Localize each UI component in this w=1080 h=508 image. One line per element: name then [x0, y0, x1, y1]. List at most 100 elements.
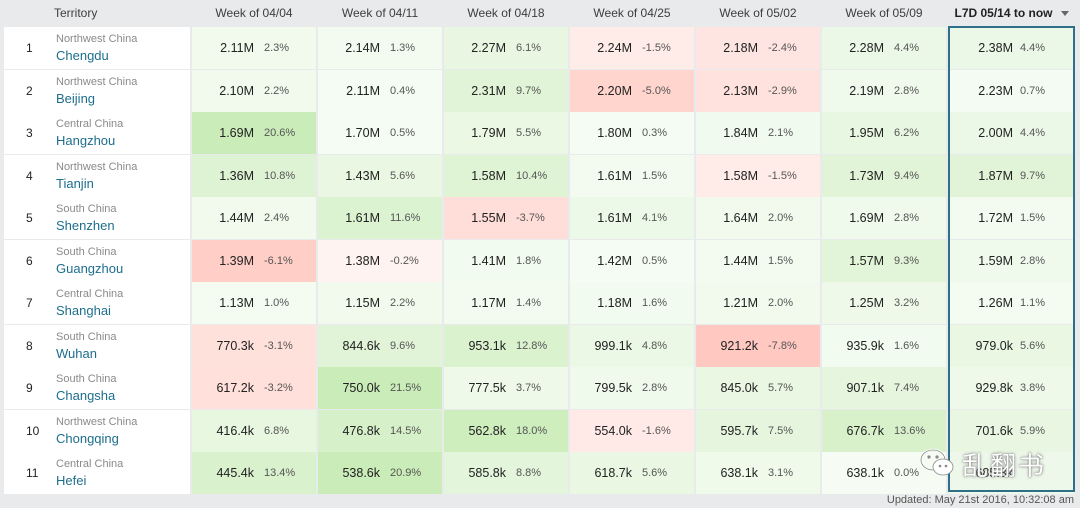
- l7d-cell: 979.0k 5.6%: [948, 324, 1075, 367]
- metric-value: 1.17M: [471, 296, 506, 310]
- l7d-cell: 929.8k 3.8%: [948, 367, 1075, 409]
- city-link[interactable]: Guangzhou: [56, 260, 124, 276]
- table-row[interactable]: 7 Central China Shanghai 1.13M 1.0% 1.15M 2.2%…: [0, 282, 1080, 324]
- percent-change: 12.8%: [516, 339, 548, 352]
- metric-value: 1.69M: [849, 211, 884, 225]
- percent-change: 4.4%: [1020, 127, 1046, 139]
- table-row[interactable]: 5 South China Shenzhen 1.44M 2.4% 1.61M 11.6% 1…: [0, 197, 1080, 239]
- metric-value: 2.14M: [345, 41, 380, 55]
- metric-value: 1.58M: [723, 168, 758, 183]
- metric-value: 2.11M: [220, 41, 254, 55]
- territory-cell: Central China Hangzhou: [54, 112, 190, 154]
- region-label: Central China: [56, 288, 124, 300]
- table-row[interactable]: 11 Central China Hefei 445.4k 13.4% 538.6k 20.…: [0, 452, 1080, 494]
- percent-change: 10.4%: [516, 169, 548, 182]
- week-cell: 844.6k 9.6%: [318, 324, 442, 367]
- city-link[interactable]: Beijing: [56, 90, 96, 106]
- header-week-2[interactable]: Week of 04/11: [341, 6, 419, 20]
- header-week-5[interactable]: Week of 05/02: [719, 6, 797, 20]
- city-link[interactable]: Hefei: [56, 473, 87, 488]
- percent-change: 1.3%: [390, 42, 416, 54]
- week-cell: 1.57M 9.3%: [822, 239, 946, 282]
- metric-value: 701.6k: [975, 423, 1013, 438]
- city-link[interactable]: Shenzhen: [56, 218, 115, 233]
- percent-change: 2.2%: [390, 297, 416, 309]
- table-header: Territory Week of 04/04 Week of 04/11 We…: [0, 0, 1080, 26]
- week-cell: 1.61M 4.1%: [570, 197, 694, 239]
- metric-value: 1.25M: [849, 296, 884, 310]
- rank-number: 10: [4, 409, 54, 452]
- percent-change: 9.6%: [390, 339, 416, 352]
- table-row[interactable]: 8 South China Wuhan 770.3k -3.1% 844.6k 9.6% 95…: [0, 324, 1080, 367]
- week-cell: 638.1k 0.0%: [822, 452, 946, 494]
- table-row[interactable]: 1 Northwest China Chengdu 2.11M 2.3% 2.14M 1.3…: [0, 27, 1080, 69]
- header-territory[interactable]: Territory: [54, 6, 98, 20]
- percent-change: 10.8%: [264, 169, 296, 182]
- week-cell: 1.58M 10.4%: [444, 154, 568, 197]
- percent-change: -1.5%: [642, 42, 671, 54]
- table-row[interactable]: 6 South China Guangzhou 1.39M -6.1% 1.38M -0.2…: [0, 239, 1080, 282]
- metric-value: 2.27M: [471, 41, 506, 55]
- city-link[interactable]: Changsha: [56, 388, 116, 403]
- percent-change: -1.5%: [768, 169, 797, 182]
- header-l7d[interactable]: L7D 05/14 to now: [948, 0, 1075, 26]
- percent-change: 5.6%: [642, 467, 668, 479]
- region-label: Central China: [56, 118, 124, 130]
- percent-change: -0.2%: [390, 254, 419, 267]
- rank-number: 3: [4, 112, 54, 154]
- table-row[interactable]: 10 Northwest China Chongqing 416.4k 6.8% 476.…: [0, 409, 1080, 452]
- percent-change: 1.6%: [642, 297, 668, 309]
- week-cell: 1.80M 0.3%: [570, 112, 694, 154]
- metric-value: 750.0k: [342, 381, 380, 395]
- percent-change: 0.3%: [642, 127, 668, 139]
- rank-number: 9: [4, 367, 54, 409]
- territory-cell: Northwest China Chengdu: [54, 27, 190, 69]
- territory-cell: South China Shenzhen: [54, 197, 190, 239]
- percent-change: 5.5%: [516, 127, 542, 139]
- city-link[interactable]: Chengdu: [56, 48, 109, 63]
- table-row[interactable]: 2 Northwest China Beijing 2.10M 2.2% 2.11M 0.4…: [0, 69, 1080, 112]
- percent-change: 21.5%: [390, 382, 422, 394]
- header-week-1[interactable]: Week of 04/04: [215, 6, 293, 20]
- week-cell: 2.11M 0.4%: [318, 69, 442, 112]
- metric-value: 1.59M: [978, 253, 1013, 268]
- sort-down-icon[interactable]: [1060, 11, 1069, 17]
- percent-change: -7.8%: [768, 339, 797, 352]
- metric-value: 2.10M: [219, 83, 254, 98]
- metric-value: 1.36M: [219, 168, 254, 183]
- metric-value: 999.1k: [594, 338, 632, 353]
- metric-value: 2.38M: [978, 41, 1013, 55]
- week-cell: 562.8k 18.0%: [444, 409, 568, 452]
- table-row[interactable]: 4 Northwest China Tianjin 1.36M 10.8% 1.43M 5.…: [0, 154, 1080, 197]
- header-week-3[interactable]: Week of 04/18: [467, 6, 545, 20]
- city-link[interactable]: Tianjin: [56, 175, 94, 191]
- percent-change: 11.6%: [390, 212, 421, 224]
- city-link[interactable]: Chongqing: [56, 430, 119, 446]
- percent-change: 1.5%: [1020, 212, 1046, 224]
- table-row[interactable]: 3 Central China Hangzhou 1.69M 20.6% 1.70M 0.5…: [0, 112, 1080, 154]
- metric-value: 1.58M: [471, 168, 506, 183]
- city-link[interactable]: Wuhan: [56, 345, 97, 361]
- metric-value: 585.8k: [468, 466, 506, 480]
- metric-value: 2.11M: [346, 83, 380, 98]
- percent-change: -3.1%: [264, 339, 293, 352]
- week-cell: 2.11M 2.3%: [192, 27, 316, 69]
- l7d-cell: 2.23M 0.7%: [948, 69, 1075, 112]
- city-link[interactable]: Shanghai: [56, 303, 111, 318]
- city-link[interactable]: Hangzhou: [56, 133, 116, 148]
- table-row[interactable]: 9 South China Changsha 617.2k -3.2% 750.0k 21.…: [0, 367, 1080, 409]
- week-cell: 1.61M 1.5%: [570, 154, 694, 197]
- percent-change: 1.5%: [768, 254, 794, 267]
- l7d-cell: 1.59M 2.8%: [948, 239, 1075, 282]
- metric-value: 953.1k: [468, 338, 506, 353]
- percent-change: 20.6%: [264, 127, 296, 139]
- header-week-4[interactable]: Week of 04/25: [593, 6, 671, 20]
- percent-change: 14.5%: [390, 424, 422, 437]
- header-week-6[interactable]: Week of 05/09: [845, 6, 923, 20]
- percent-change: 7.4%: [894, 382, 920, 394]
- percent-change: -3.2%: [264, 382, 293, 394]
- metric-value: 799.5k: [594, 381, 632, 395]
- percent-change: -2.9%: [768, 84, 797, 97]
- week-cell: 554.0k -1.6%: [570, 409, 694, 452]
